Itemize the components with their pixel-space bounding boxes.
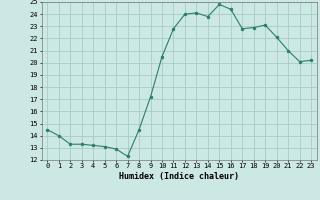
X-axis label: Humidex (Indice chaleur): Humidex (Indice chaleur) xyxy=(119,172,239,181)
